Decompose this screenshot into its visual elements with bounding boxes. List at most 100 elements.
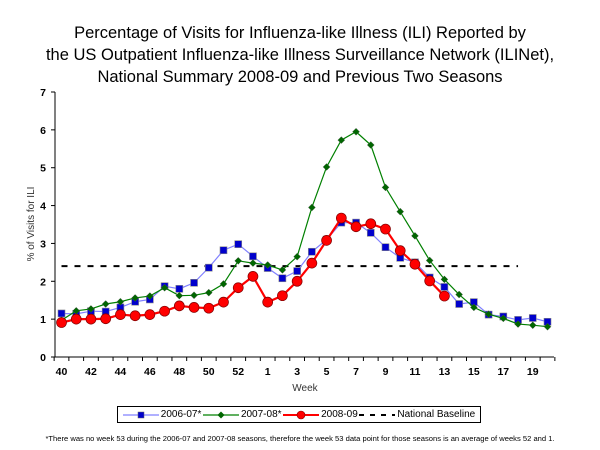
data-point-circle [203, 302, 215, 314]
data-point-diamond [499, 314, 508, 323]
data-point-diamond [381, 183, 390, 192]
data-point-diamond [425, 256, 434, 265]
x-tick-label: 17 [497, 366, 509, 378]
data-point-diamond [366, 141, 375, 149]
chart-title-line-1: Percentage of Visits for Influenza-like … [74, 24, 526, 42]
data-point-circle [218, 296, 229, 308]
data-point-circle [188, 302, 200, 313]
data-point-diamond [175, 291, 184, 300]
x-axis-title: Week [292, 383, 318, 394]
data-point-diamond [204, 288, 213, 297]
data-point-circle [85, 313, 97, 325]
data-point-diamond [543, 322, 552, 331]
data-point-square [278, 274, 287, 283]
x-tick-label: 50 [203, 366, 215, 378]
data-point-diamond [308, 203, 316, 212]
y-tick-label: 4 [40, 201, 46, 213]
data-point-circle [380, 223, 391, 235]
data-point-circle [129, 310, 141, 322]
data-point-square [528, 314, 537, 322]
chart-title-line-2: the US Outpatient Influenza-like Illness… [45, 46, 555, 64]
data-point-circle [394, 245, 406, 256]
data-point-circle [277, 290, 288, 302]
series-line [61, 131, 548, 328]
data-point-square [57, 309, 66, 318]
data-point-square [455, 300, 463, 308]
data-point-diamond [219, 280, 228, 288]
legend-label: 2007-08* [240, 409, 282, 420]
y-axis-title: % of Visits for ILI [26, 187, 37, 262]
data-point-diamond [528, 321, 537, 329]
legend-label: National Baseline [397, 409, 476, 420]
x-tick-label: 9 [383, 366, 389, 378]
data-point-diamond [87, 305, 95, 313]
legend-circle-marker-icon [283, 410, 320, 419]
x-tick-label: 5 [324, 366, 330, 378]
data-point-circle [439, 290, 450, 302]
data-point-diamond [514, 320, 522, 328]
footnote: *There was no week 53 during the 2006-07… [45, 434, 555, 443]
x-tick-label: 52 [232, 366, 244, 378]
data-point-diamond [263, 261, 272, 269]
data-point-diamond [278, 266, 287, 274]
data-point-circle [424, 275, 436, 287]
data-point-diamond [484, 310, 493, 319]
y-tick-label: 1 [40, 314, 46, 326]
data-point-circle [232, 282, 244, 294]
data-point-diamond [249, 259, 257, 267]
y-tick-label: 0 [40, 352, 46, 364]
legend-dashed-line-icon [359, 413, 396, 416]
legend-item-2007-08: 2007-08* [202, 409, 282, 420]
y-tick-label: 6 [40, 125, 46, 137]
legend-diamond-marker-icon [202, 411, 239, 418]
x-tick-label: 11 [409, 366, 420, 378]
y-tick-label: 3 [40, 238, 46, 250]
data-point-square [381, 243, 390, 252]
x-tick-label: 48 [173, 366, 185, 378]
x-tick-label: 42 [85, 366, 97, 378]
data-point-circle [56, 317, 67, 328]
y-tick-label: 5 [40, 163, 46, 175]
x-tick-label: 15 [468, 366, 480, 378]
data-point-square [249, 252, 257, 261]
data-point-diamond [146, 292, 154, 300]
data-point-square [234, 240, 243, 248]
legend-label: 2008-09 [321, 409, 358, 420]
data-point-square [366, 229, 375, 237]
data-point-circle [159, 305, 170, 317]
data-point-square [293, 267, 301, 275]
data-point-diamond [131, 294, 139, 302]
legend: 2006-07* 2007-08* 2008-09 National Basel… [117, 406, 481, 423]
data-point-square [308, 247, 316, 256]
data-point-circle [365, 218, 377, 230]
legend-item-2006-07: 2006-07* [122, 409, 202, 420]
data-point-square [190, 278, 198, 287]
x-tick-label: 44 [115, 366, 127, 378]
y-tick-label: 7 [40, 87, 46, 99]
x-tick-label: 7 [353, 366, 359, 378]
x-tick-label: 46 [144, 366, 156, 378]
x-tick-label: 19 [527, 366, 539, 378]
legend-label: 2006-07* [160, 409, 202, 420]
data-point-diamond [455, 290, 463, 299]
series-layer [56, 127, 552, 331]
data-point-circle [291, 275, 303, 287]
chart-title: Percentage of Visits for Influenza-like … [0, 22, 600, 88]
data-point-square [204, 263, 213, 272]
data-point-circle [173, 300, 185, 312]
legend-square-marker-icon [122, 411, 159, 418]
data-point-diamond [116, 297, 125, 306]
x-tick-label: 3 [294, 366, 300, 378]
data-point-diamond [234, 257, 243, 265]
data-point-diamond [101, 300, 110, 308]
data-point-circle [350, 221, 362, 233]
data-point-circle [247, 271, 259, 282]
data-point-diamond [293, 252, 301, 261]
data-point-diamond [440, 275, 449, 284]
data-point-circle [70, 313, 82, 325]
data-point-diamond [411, 232, 419, 240]
legend-item-baseline: National Baseline [359, 409, 475, 420]
data-point-circle [144, 309, 156, 320]
data-point-square [219, 246, 228, 255]
